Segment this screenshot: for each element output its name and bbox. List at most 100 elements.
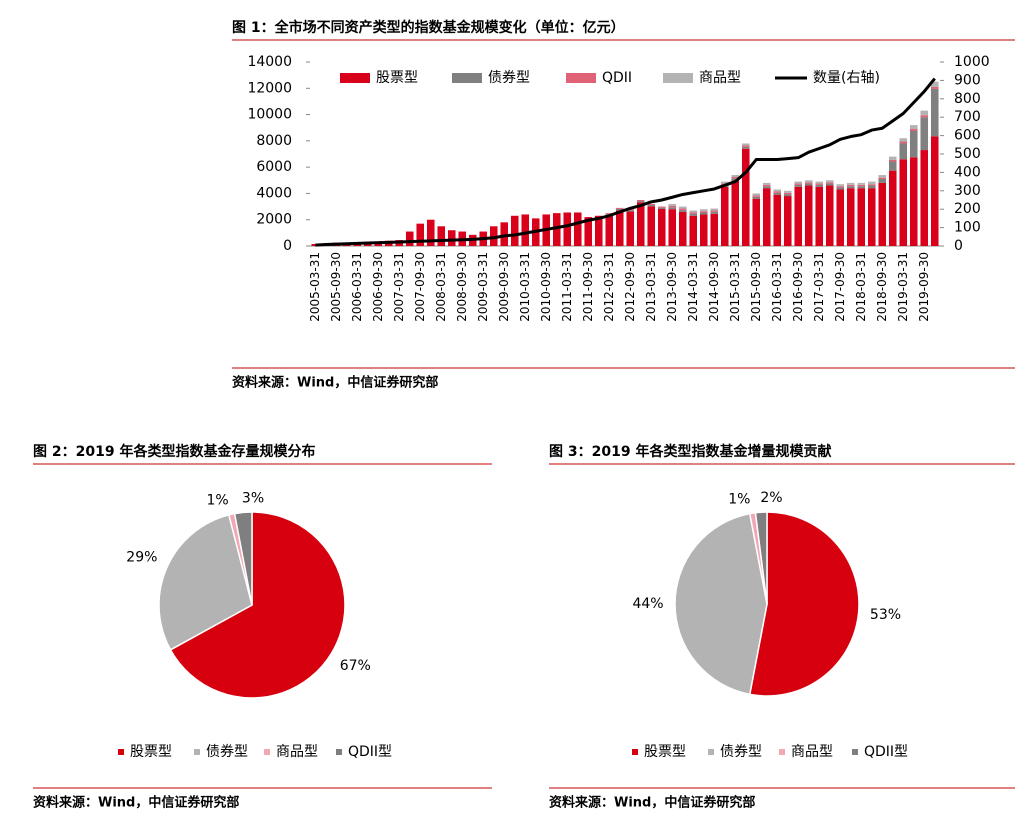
legend-swatch	[336, 749, 342, 755]
x-tick-label: 2007-03-31	[392, 252, 406, 322]
bar-segment	[731, 175, 740, 177]
bar-segment	[773, 194, 782, 246]
figure-source: 资料来源：Wind，中信证券研究部	[232, 375, 438, 391]
bar-segment	[647, 203, 656, 205]
bar-segment	[752, 193, 761, 196]
bar-segment	[930, 86, 939, 89]
legend-swatch	[566, 73, 596, 83]
bar-segment	[899, 138, 908, 142]
legend-label: 债券型	[720, 744, 762, 760]
bar-segment	[815, 183, 824, 185]
bar-segment	[857, 188, 866, 246]
bar-segment	[909, 129, 918, 131]
x-tick-label: 2012-09-30	[623, 252, 637, 322]
x-tick-label: 2007-09-30	[413, 252, 427, 322]
bar-segment	[636, 200, 645, 202]
bar-segment	[825, 182, 834, 184]
bar-segment	[437, 226, 446, 246]
bar-segment	[405, 231, 414, 246]
bar-segment	[710, 208, 719, 211]
legend-swatch	[118, 749, 124, 755]
bar-segment	[710, 213, 719, 246]
x-tick-label: 2014-03-31	[686, 252, 700, 322]
bar-segment	[867, 184, 876, 186]
y2-tick-label: 100	[954, 220, 981, 236]
legend-swatch	[452, 73, 482, 83]
bar-segment	[605, 213, 614, 215]
legend-label: QDII	[602, 70, 632, 86]
x-tick-label: 2009-03-31	[476, 252, 490, 322]
x-tick-label: 2008-09-30	[455, 252, 469, 322]
bar-segment	[678, 208, 687, 210]
pie-slice	[748, 511, 860, 697]
bar-segment	[699, 211, 708, 213]
bar-segment	[899, 141, 908, 144]
bar-segment	[867, 188, 876, 246]
bar-segment	[647, 204, 656, 207]
x-tick-label: 2009-09-30	[497, 252, 511, 322]
bar-segment	[888, 156, 897, 160]
bar-segment	[846, 182, 855, 185]
bar-segment	[762, 184, 771, 187]
x-tick-label: 2012-03-31	[602, 252, 616, 322]
bar-segment	[920, 115, 929, 118]
bar-segment	[657, 206, 666, 208]
bar-segment	[762, 182, 771, 185]
bar-segment	[878, 175, 887, 178]
x-tick-label: 2015-09-30	[749, 252, 763, 322]
y2-tick-label: 400	[954, 164, 981, 180]
pie-value-label: 67%	[340, 658, 371, 674]
bar-segment	[794, 186, 803, 246]
legend-swatch	[194, 749, 200, 755]
bar-segment	[783, 194, 792, 197]
x-tick-label: 2006-09-30	[371, 252, 385, 322]
bar-segment	[668, 207, 677, 210]
legend-swatch	[708, 749, 714, 755]
x-tick-label: 2018-09-30	[875, 252, 889, 322]
bar-segment	[521, 214, 530, 246]
pie-value-label: 44%	[632, 596, 663, 612]
legend-label: QDII型	[348, 744, 392, 760]
y-tick-label: 2000	[256, 212, 292, 228]
y2-tick-label: 600	[954, 128, 981, 144]
bar-segment	[636, 202, 645, 246]
bar-segment	[657, 208, 666, 246]
legend-label: 债券型	[206, 744, 248, 760]
bar-segment	[909, 157, 918, 246]
legend-label: 股票型	[644, 744, 686, 760]
bar-segment	[752, 196, 761, 199]
legend-swatch	[663, 73, 693, 83]
bar-segment	[636, 201, 645, 203]
figure-title: 图 2：2019 年各类型指数基金存量规模分布	[33, 443, 315, 460]
bar-segment	[836, 186, 845, 188]
bar-segment	[857, 184, 866, 187]
bar-segment	[836, 184, 845, 187]
y-tick-label: 10000	[247, 107, 292, 123]
bar-segment	[773, 192, 782, 195]
pie-slice	[674, 512, 768, 696]
bar-segment	[857, 182, 866, 185]
bar-segment	[762, 186, 771, 189]
legend-label: 商品型	[791, 744, 833, 760]
bar-segment	[825, 183, 834, 186]
bar-segment	[626, 210, 635, 212]
legend-swatch	[340, 73, 370, 83]
y-tick-label: 4000	[256, 185, 292, 201]
bar-segment	[846, 188, 855, 246]
x-tick-label: 2016-09-30	[791, 252, 805, 322]
x-tick-label: 2013-09-30	[665, 252, 679, 322]
bar-segment	[605, 215, 614, 246]
x-tick-label: 2005-03-31	[308, 252, 322, 322]
y-tick-label: 8000	[256, 133, 292, 149]
bar-segment	[647, 206, 656, 246]
bar-segment	[930, 136, 939, 246]
legend-swatch	[779, 749, 785, 755]
bar-segment	[678, 209, 687, 212]
x-tick-label: 2017-03-31	[812, 252, 826, 322]
pie-slice	[233, 511, 253, 606]
bar-segment	[794, 181, 803, 184]
bar-segment	[815, 181, 824, 184]
bar-segment	[731, 177, 740, 179]
line-series	[315, 77, 936, 247]
x-tick-label: 2019-09-30	[917, 252, 931, 322]
